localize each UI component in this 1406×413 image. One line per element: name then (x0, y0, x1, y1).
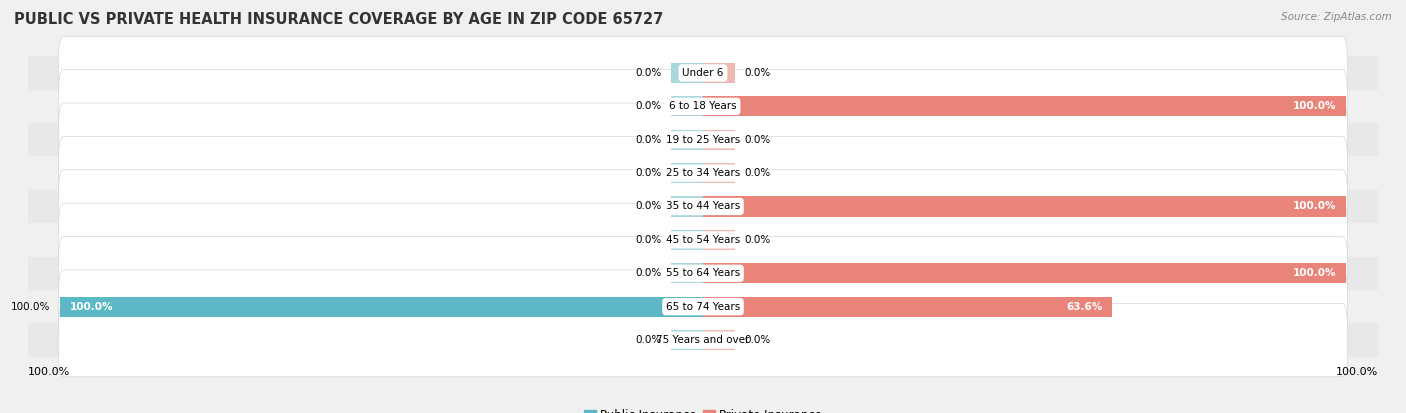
Text: 0.0%: 0.0% (636, 202, 661, 211)
FancyBboxPatch shape (58, 36, 1348, 110)
Bar (60, 297, 703, 317)
FancyBboxPatch shape (58, 303, 1348, 377)
Text: Source: ZipAtlas.com: Source: ZipAtlas.com (1281, 12, 1392, 22)
Bar (671, 197, 703, 216)
Bar (671, 96, 703, 116)
Text: 45 to 54 Years: 45 to 54 Years (666, 235, 740, 245)
Text: 100.0%: 100.0% (1292, 101, 1336, 112)
Text: 100.0%: 100.0% (70, 301, 114, 312)
FancyBboxPatch shape (58, 170, 1348, 243)
Text: 63.6%: 63.6% (1066, 301, 1102, 312)
Bar (671, 263, 703, 283)
Legend: Public Insurance, Private Insurance: Public Insurance, Private Insurance (579, 404, 827, 413)
Bar (28, 157, 1378, 190)
Text: 0.0%: 0.0% (636, 268, 661, 278)
Bar (28, 223, 1378, 256)
FancyBboxPatch shape (58, 103, 1348, 176)
Bar (703, 96, 1346, 116)
Bar (671, 230, 703, 250)
Bar (671, 163, 703, 183)
FancyBboxPatch shape (58, 70, 1348, 143)
Text: 25 to 34 Years: 25 to 34 Years (666, 168, 740, 178)
Bar (28, 90, 1378, 123)
Bar (703, 130, 735, 150)
Text: 55 to 64 Years: 55 to 64 Years (666, 268, 740, 278)
Bar (28, 56, 1378, 90)
Bar (671, 63, 703, 83)
Text: 65 to 74 Years: 65 to 74 Years (666, 301, 740, 312)
Bar (703, 63, 735, 83)
Bar (28, 123, 1378, 157)
Text: 0.0%: 0.0% (636, 101, 661, 112)
Text: 6 to 18 Years: 6 to 18 Years (669, 101, 737, 112)
Text: 19 to 25 Years: 19 to 25 Years (666, 135, 740, 145)
Text: PUBLIC VS PRIVATE HEALTH INSURANCE COVERAGE BY AGE IN ZIP CODE 65727: PUBLIC VS PRIVATE HEALTH INSURANCE COVER… (14, 12, 664, 27)
Bar (28, 323, 1378, 357)
Text: Under 6: Under 6 (682, 68, 724, 78)
Bar (671, 330, 703, 350)
Bar (703, 263, 1346, 283)
FancyBboxPatch shape (58, 136, 1348, 210)
Text: 0.0%: 0.0% (745, 235, 770, 245)
Bar (28, 290, 1378, 323)
Bar (703, 230, 735, 250)
Text: 0.0%: 0.0% (636, 335, 661, 345)
Text: 100.0%: 100.0% (11, 301, 51, 312)
Text: 0.0%: 0.0% (745, 335, 770, 345)
FancyBboxPatch shape (58, 203, 1348, 277)
Bar (703, 163, 735, 183)
Text: 0.0%: 0.0% (745, 168, 770, 178)
Bar (28, 190, 1378, 223)
Text: 0.0%: 0.0% (745, 135, 770, 145)
Text: 0.0%: 0.0% (636, 68, 661, 78)
Text: 100.0%: 100.0% (28, 367, 70, 377)
Text: 0.0%: 0.0% (745, 68, 770, 78)
Text: 75 Years and over: 75 Years and over (657, 335, 749, 345)
Bar (28, 256, 1378, 290)
Text: 0.0%: 0.0% (636, 135, 661, 145)
Text: 0.0%: 0.0% (636, 235, 661, 245)
Text: 35 to 44 Years: 35 to 44 Years (666, 202, 740, 211)
Text: 100.0%: 100.0% (1336, 367, 1378, 377)
Text: 0.0%: 0.0% (636, 168, 661, 178)
Bar (703, 330, 735, 350)
Bar (671, 130, 703, 150)
FancyBboxPatch shape (58, 237, 1348, 310)
Bar (703, 197, 1346, 216)
Bar (703, 297, 1112, 317)
Text: 100.0%: 100.0% (1292, 202, 1336, 211)
FancyBboxPatch shape (58, 270, 1348, 343)
Text: 100.0%: 100.0% (1292, 268, 1336, 278)
